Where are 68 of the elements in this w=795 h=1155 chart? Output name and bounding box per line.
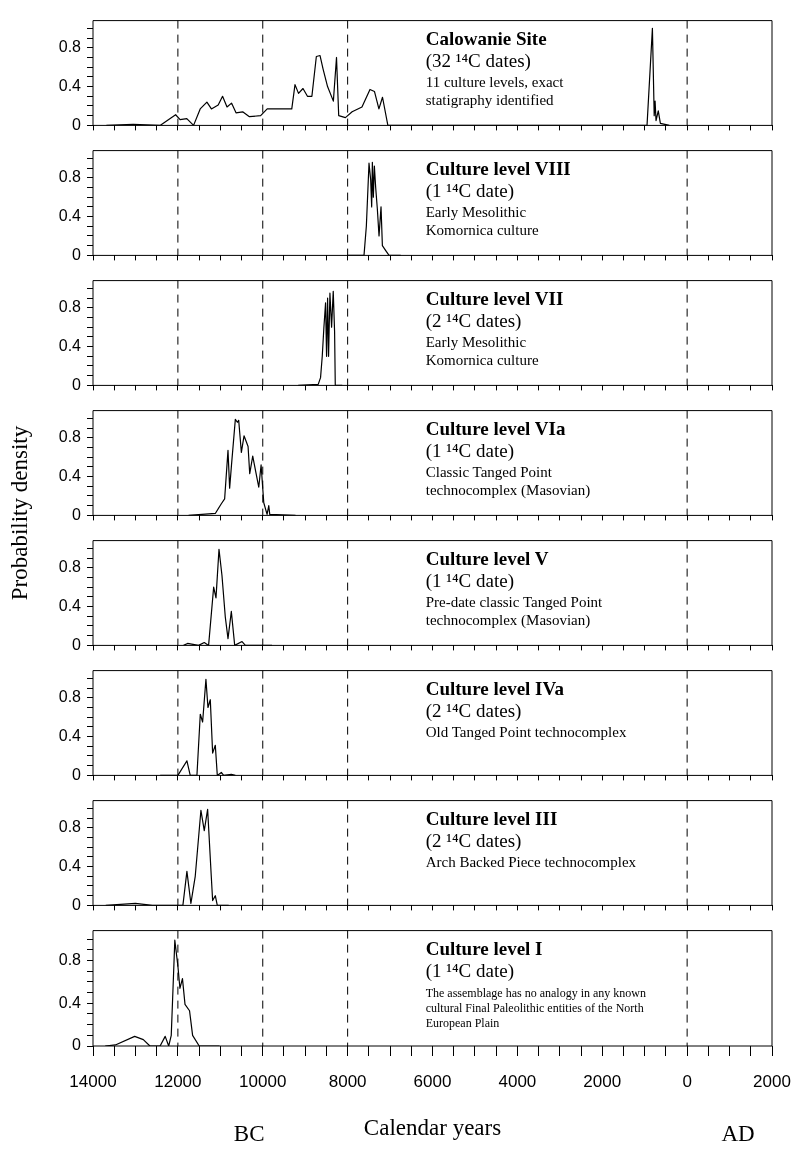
y-tick-label: 0: [72, 895, 82, 913]
text: (1 ¹⁴C date): [425, 179, 515, 202]
y-axis-title: Probability density: [7, 425, 33, 601]
y-tick-label: 0.8: [58, 168, 82, 186]
y-tick-label: 0.4: [58, 466, 82, 484]
y-tick-label: 0.4: [58, 726, 82, 744]
y-tick-label: 0: [72, 1036, 82, 1054]
text: (1 ¹⁴C date): [425, 569, 515, 592]
annotation: technocomplex (Masovian): [425, 611, 591, 629]
y-tick-label: 0.8: [58, 688, 82, 706]
text: (1 ¹⁴C date): [425, 959, 515, 982]
y-tick-label: 0: [72, 245, 82, 263]
chart-title: Culture level VII: [425, 287, 564, 309]
text: (1 ¹⁴C date): [425, 439, 515, 462]
text: (2 ¹⁴C dates): [425, 829, 522, 852]
text: (2 ¹⁴C dates): [425, 699, 522, 722]
y-tick-label: 0.8: [58, 298, 82, 316]
y-tick-label: 0.4: [58, 76, 82, 94]
annotation: Classic Tanged Point: [425, 463, 553, 480]
annotation: Pre-date classic Tanged Point: [425, 593, 604, 610]
x-tick-label: 2000: [753, 1071, 791, 1091]
y-tick-label: 0.8: [58, 558, 82, 576]
annotation: The assemblage has no analogy in any known: [425, 985, 646, 1000]
text: AD: [721, 1121, 755, 1146]
y-tick-label: 0: [72, 505, 82, 523]
x-tick-label: 4000: [498, 1071, 537, 1091]
chart-title: Culture level V: [425, 547, 549, 569]
annotation: Old Tanged Point technocomplex: [425, 723, 627, 740]
annotation: 11 culture levels, exact: [425, 73, 565, 90]
y-tick-label: 0.4: [58, 336, 82, 354]
chart-title: Culture level III: [425, 807, 558, 829]
annotation: Komornica culture: [425, 351, 539, 368]
x-tick-label: 0: [682, 1071, 692, 1091]
chart-title: Culture level IVa: [425, 677, 565, 699]
x-tick-label: 12000: [154, 1071, 202, 1091]
y-tick-label: 0.8: [58, 950, 82, 968]
text: (32 ¹⁴C dates): [425, 49, 531, 72]
y-tick-label: 0.8: [58, 38, 82, 56]
x-tick-label: 8000: [328, 1071, 367, 1091]
annotation: technocomplex (Masovian): [425, 481, 591, 499]
y-tick-label: 0: [72, 765, 82, 783]
x-tick-label: 2000: [583, 1071, 622, 1091]
y-tick-label: 0: [72, 375, 82, 393]
annotation: cultural Final Paleolithic entities of the North: [425, 1000, 644, 1015]
annotation: Early Mesolithic: [425, 333, 527, 350]
chart-title: Culture level I: [425, 937, 543, 959]
x-tick-label: 10000: [239, 1071, 287, 1091]
x-axis-title: Calendar years: [363, 1115, 502, 1141]
y-tick-label: 0: [72, 635, 82, 653]
y-tick-label: 0.4: [58, 596, 82, 614]
y-tick-label: 0.4: [58, 856, 82, 874]
y-tick-label: 0: [72, 115, 82, 133]
y-tick-label: 0.8: [58, 818, 82, 836]
annotation: statigraphy identified: [425, 91, 555, 108]
text: (2 ¹⁴C dates): [425, 309, 522, 332]
chart-title: Culture level VIII: [425, 157, 571, 179]
chart-title: Culture level VIa: [425, 417, 566, 439]
y-tick-label: 0.8: [58, 428, 82, 446]
x-tick-label: 14000: [69, 1071, 117, 1091]
y-tick-label: 0.4: [58, 993, 82, 1011]
annotation: Arch Backed Piece technocomplex: [425, 853, 637, 870]
annotation: Komornica culture: [425, 221, 539, 238]
chart-title: Calowanie Site: [425, 27, 547, 49]
annotation: Early Mesolithic: [425, 203, 527, 220]
y-tick-label: 0.4: [58, 206, 82, 224]
text: BC: [233, 1121, 265, 1146]
x-tick-label: 6000: [413, 1071, 452, 1091]
annotation: European Plain: [425, 1015, 500, 1030]
